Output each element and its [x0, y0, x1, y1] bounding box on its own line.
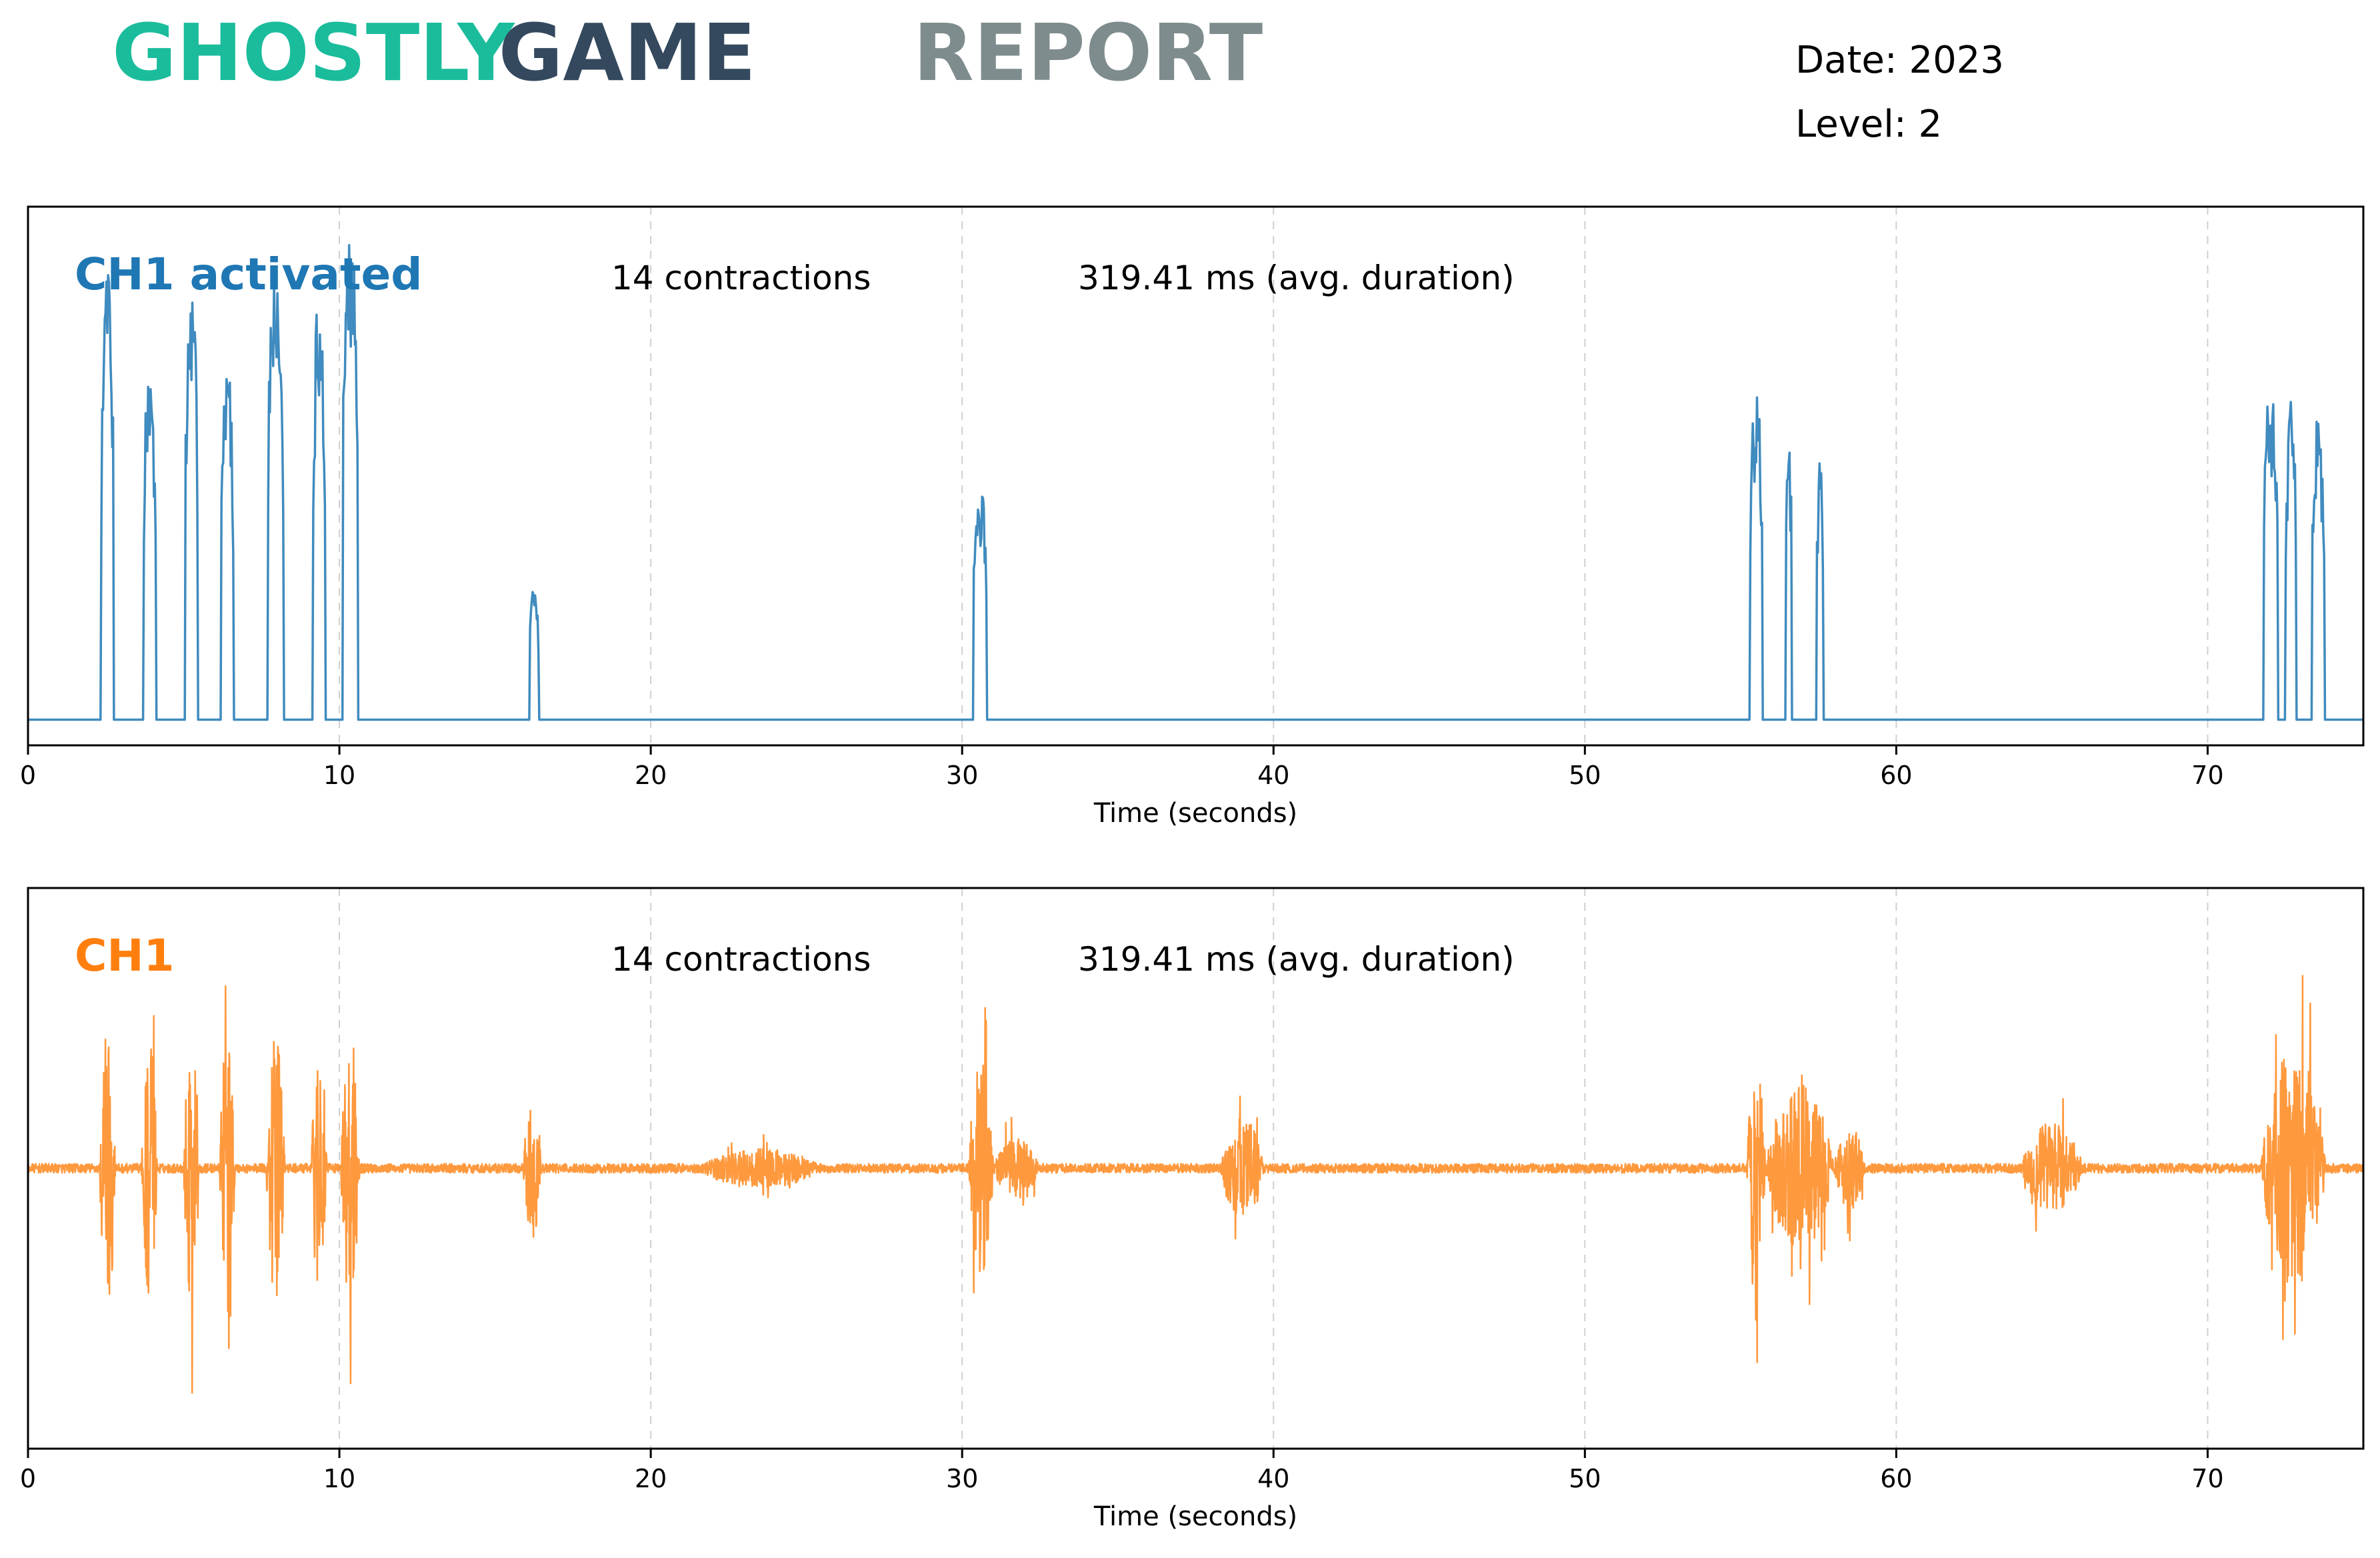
panel-label: CH1 activated: [75, 249, 423, 300]
x-tick-label: 10: [323, 761, 355, 790]
title-game: GAME: [498, 7, 756, 99]
plot-frame: [27, 887, 2365, 1450]
avg-duration: 319.41 ms (avg. duration): [1078, 940, 1515, 979]
report-date: Date: 2023: [1795, 39, 2005, 82]
x-tick-label: 30: [946, 761, 978, 790]
x-tick-label: 60: [1880, 1464, 1912, 1493]
x-axis-label: Time (seconds): [1093, 1501, 1297, 1532]
title-report: REPORT: [913, 7, 1263, 99]
series-line-activated: [27, 244, 2364, 721]
x-tick-label: 0: [20, 1464, 36, 1493]
x-tick-label: 50: [1569, 761, 1601, 790]
contraction-count: 14 contractions: [611, 259, 871, 297]
plot-frame: [27, 205, 2365, 747]
title-ghostly: GHOSTLY: [112, 7, 515, 99]
x-tick-label: 70: [2191, 761, 2223, 790]
x-tick-label: 60: [1880, 761, 1912, 790]
report-title: GHOSTLYGAME REPORT: [112, 7, 1263, 99]
panel-raw: 0 10 20 30 40 50 60 70 Time (seconds) CH1 14 contr…: [20, 887, 2365, 1532]
panel-activated: 0 10 20 30 40 50 60 70 Time (seconds) CH1 activat…: [20, 205, 2365, 829]
x-tick-label: 40: [1257, 761, 1289, 790]
x-tick-label: 30: [946, 1464, 978, 1493]
avg-duration: 319.41 ms (avg. duration): [1078, 259, 1515, 297]
x-tick-label: 0: [20, 761, 36, 790]
x-tick-label: 20: [635, 1464, 667, 1493]
contraction-count: 14 contractions: [611, 940, 871, 979]
x-tick-label: 70: [2191, 1464, 2223, 1493]
report-level: Level: 2: [1795, 103, 1943, 146]
x-axis-label: Time (seconds): [1093, 798, 1297, 829]
x-tick-label: 40: [1257, 1464, 1289, 1493]
panel-label: CH1: [75, 930, 175, 981]
x-tick-label: 50: [1569, 1464, 1601, 1493]
series-line-raw: [27, 975, 2365, 1394]
x-tick-label: 20: [635, 761, 667, 790]
x-tick-label: 10: [323, 1464, 355, 1493]
